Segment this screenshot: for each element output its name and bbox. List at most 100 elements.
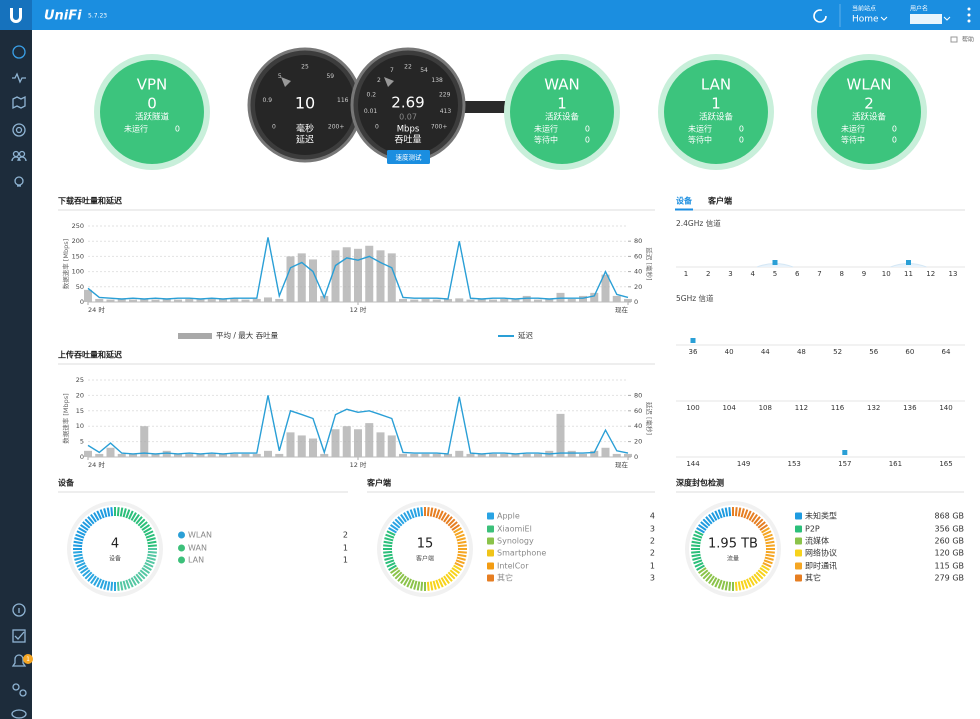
ring-tick <box>700 569 709 577</box>
ring-tick <box>759 524 768 531</box>
ring-tick <box>717 579 723 589</box>
channel-marker <box>906 260 911 265</box>
throughput-bar <box>590 292 599 302</box>
channel-label: 165 <box>939 460 952 468</box>
ring-tick <box>125 579 131 589</box>
legend-label: 平均 / 最大 吞吐量 <box>216 330 279 340</box>
ring-tick <box>429 507 434 517</box>
ring-tick <box>125 509 131 519</box>
legend-swatch <box>487 574 494 582</box>
ring-tick <box>457 550 467 554</box>
status-circle <box>510 60 614 164</box>
legend-label: 延迟 <box>518 330 533 340</box>
ring-tick <box>751 514 758 523</box>
ring-tick <box>737 507 742 517</box>
site-name[interactable]: Home <box>852 15 879 25</box>
throughput-bar <box>230 453 239 457</box>
channel-marker <box>772 260 778 265</box>
throughput-bar <box>410 453 419 457</box>
legend-swatch <box>795 562 802 570</box>
ring-tick <box>93 512 100 521</box>
logo-box[interactable] <box>0 0 32 30</box>
ring-tick <box>84 571 93 580</box>
ring-tick <box>74 537 84 542</box>
ring-tick <box>440 512 447 521</box>
help-link[interactable]: 帮助 <box>962 36 974 44</box>
gauge-tick: 413 <box>440 108 452 115</box>
ring-tick <box>397 573 405 582</box>
ring-tick <box>400 514 407 523</box>
y2-tick-label: 40 <box>634 422 642 430</box>
menu-dots[interactable] <box>967 7 971 23</box>
summary-total: 15 <box>417 537 434 552</box>
throughput-bar <box>264 450 272 457</box>
summary-item-value: 115 GB <box>935 562 965 571</box>
lock-icon[interactable] <box>950 36 958 43</box>
radio-tab[interactable]: 客户端 <box>707 196 732 206</box>
legend-swatch <box>178 333 212 339</box>
gauge-tick: 5 <box>278 73 282 80</box>
ring-tick <box>435 509 441 519</box>
y2-tick-label: 40 <box>634 268 642 276</box>
speed-test-button[interactable] <box>387 150 430 164</box>
refresh-icon[interactable] <box>813 9 827 23</box>
ring-tick <box>82 569 91 577</box>
ring-tick <box>693 559 703 565</box>
throughput-bar <box>444 298 452 302</box>
ring-tick <box>147 550 157 554</box>
ring-tick <box>755 571 764 580</box>
summary-item-name: LAN <box>188 556 204 565</box>
status-circle <box>664 60 768 164</box>
ring-tick <box>764 556 774 561</box>
user-name[interactable]: 用户名 <box>910 5 928 13</box>
ring-tick <box>147 553 157 558</box>
throughput-bar <box>331 250 340 302</box>
ring-face <box>689 505 777 593</box>
ring-tick <box>453 564 462 571</box>
y-tick-label: 100 <box>72 268 84 276</box>
channel-marker <box>842 450 848 455</box>
channel-label: 2 <box>706 270 710 278</box>
ring-tick <box>103 508 108 518</box>
channel-label: 10 <box>882 270 891 278</box>
throughput-bar <box>162 450 171 457</box>
status-count: 1 <box>557 95 567 113</box>
channel-label: 7 <box>817 270 821 278</box>
status-count: 2 <box>864 95 874 113</box>
ring-tick <box>711 577 718 586</box>
throughput-bar <box>241 299 250 302</box>
radio-tab[interactable]: 设备 <box>676 196 693 206</box>
ring-tick <box>759 567 768 574</box>
ring-tick <box>73 544 83 548</box>
ring-tick <box>406 578 412 588</box>
throughput-bar <box>354 429 362 457</box>
throughput-bar <box>331 429 340 457</box>
sidebar-icons[interactable] <box>11 45 27 719</box>
summary-item-value: 1 <box>650 562 655 571</box>
ring-tick <box>385 559 395 565</box>
channel-label: 1 <box>684 270 688 278</box>
throughput-sub: 0.07 <box>399 113 417 122</box>
channel-label: 56 <box>869 348 878 356</box>
ring-tick <box>116 507 120 517</box>
throughput-bar <box>297 253 306 302</box>
throughput-bar <box>556 413 565 457</box>
ring-tick <box>383 553 393 558</box>
throughput-bar <box>84 450 92 457</box>
ring-tick <box>420 581 424 591</box>
ring-tick <box>82 521 91 529</box>
throughput-bar <box>129 453 137 457</box>
gauge-face <box>255 55 355 155</box>
ring-tick <box>96 578 102 588</box>
ring-tick <box>383 540 393 545</box>
ring-tick <box>93 577 100 586</box>
ring-tick <box>438 510 444 520</box>
throughput-bar <box>534 453 542 457</box>
legend-swatch <box>795 549 802 557</box>
badge-count: 1 <box>26 656 30 663</box>
channel-label: 140 <box>939 404 952 412</box>
channel-label: 9 <box>862 270 866 278</box>
ring-tick <box>447 571 456 580</box>
section-title: 设备 <box>58 478 75 488</box>
ring-tick <box>762 562 772 568</box>
